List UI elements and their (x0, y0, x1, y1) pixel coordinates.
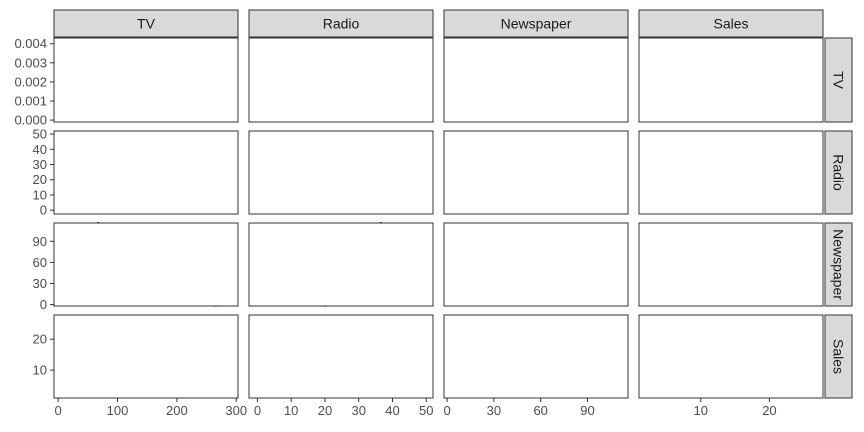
y-tick-label: 40 (33, 142, 47, 157)
panel-border (53, 222, 239, 307)
y-tick-label: 0.003 (14, 55, 47, 70)
x-tick-label: 20 (762, 403, 776, 418)
panel-newspaper-radio (248, 222, 434, 307)
y-tick-label: 20 (33, 172, 47, 187)
panel-tv-tv (53, 37, 239, 123)
strip-top-sales: Sales (638, 9, 824, 38)
panel-border (443, 314, 629, 399)
x-tick-label: 60 (533, 403, 547, 418)
panel-border (443, 37, 629, 123)
y-tick-label: 0 (40, 297, 47, 312)
x-tick-label: 40 (385, 403, 399, 418)
strip-right-radio: Radio (824, 130, 853, 215)
panel-border (638, 130, 824, 215)
x-tick-label: 0 (55, 403, 62, 418)
y-tick-label: 90 (33, 234, 47, 249)
panel-border (53, 37, 239, 123)
panel-border (53, 130, 239, 215)
x-axis: 0 100 200 300 0 10 20 30 40 50 0 30 60 90 10 20 (55, 398, 777, 418)
x-tick-label: 200 (166, 403, 188, 418)
panel-radio-tv (53, 130, 239, 215)
y-tick-label: 0.004 (14, 36, 47, 51)
panel-sales-newspaper (443, 314, 629, 399)
x-tick-label: 30 (487, 403, 501, 418)
strip-label-top-radio: Radio (323, 16, 360, 32)
panel-border (638, 37, 824, 123)
strip-label-top-newspaper: Newspaper (501, 16, 572, 32)
strip-top-tv: TV (53, 9, 239, 38)
panel-newspaper-tv (53, 222, 239, 307)
panel-border (638, 222, 824, 307)
x-tick-label: 30 (351, 403, 365, 418)
y-tick-label: 10 (33, 363, 47, 378)
y-axis: 0.0000.0010.0020.0030.004010203040500306… (14, 36, 54, 378)
y-tick-label: 10 (33, 187, 47, 202)
x-tick-label: 50 (419, 403, 433, 418)
panel-sales-tv (53, 314, 239, 399)
strip-right-newspaper: Newspaper (824, 222, 853, 307)
panel-radio-newspaper: Corr:0.354 (443, 130, 629, 215)
panel-border (53, 314, 239, 399)
x-tick-label: 90 (580, 403, 594, 418)
panel-newspaper-sales: Corr:0.228 (638, 222, 824, 307)
panel-border (443, 130, 629, 215)
y-tick-label: 0 (40, 203, 47, 218)
strip-label-right-radio: Radio (831, 154, 847, 191)
x-tick-label: 100 (107, 403, 129, 418)
panel-sales-sales (638, 314, 824, 399)
y-tick-label: 60 (33, 255, 47, 270)
panel-border (443, 222, 629, 307)
y-tick-label: 20 (33, 332, 47, 347)
strip-top-newspaper: Newspaper (443, 9, 629, 38)
y-tick-label: 50 (33, 127, 47, 142)
strip-label-right-tv: TV (831, 71, 847, 90)
y-tick-label: 30 (33, 276, 47, 291)
y-tick-label: 30 (33, 157, 47, 172)
panel-border (638, 314, 824, 399)
panel-tv-radio: Corr:0.0548 (248, 37, 434, 123)
panel-tv-newspaper: Corr:0.0566 (443, 37, 629, 123)
strip-right-sales: Sales (824, 314, 853, 399)
y-tick-label: 0.002 (14, 74, 47, 89)
panel-border (248, 222, 434, 307)
panel-border (248, 314, 434, 399)
panel-radio-radio (248, 130, 434, 215)
panel-border (248, 130, 434, 215)
x-tick-label: 20 (318, 403, 332, 418)
strip-label-right-sales: Sales (831, 339, 847, 374)
panel-tv-sales: Corr:0.782 (638, 37, 824, 123)
x-tick-label: 10 (694, 403, 708, 418)
strip-right-tv: TV (824, 37, 853, 123)
x-tick-label: 0 (444, 403, 451, 418)
panel-sales-radio (248, 314, 434, 399)
strip-label-top-tv: TV (137, 16, 156, 32)
x-tick-label: 10 (284, 403, 298, 418)
y-tick-label: 0.000 (14, 113, 47, 128)
x-tick-label: 300 (225, 403, 247, 418)
strip-label-top-sales: Sales (713, 16, 748, 32)
panel-border (248, 37, 434, 123)
strip-top-radio: Radio (248, 9, 434, 38)
panel-radio-sales: Corr:0.576 (638, 130, 824, 215)
y-tick-label: 0.001 (14, 94, 47, 109)
strip-label-right-newspaper: Newspaper (831, 229, 847, 300)
panel-newspaper-newspaper (443, 222, 629, 307)
x-tick-label: 0 (254, 403, 261, 418)
